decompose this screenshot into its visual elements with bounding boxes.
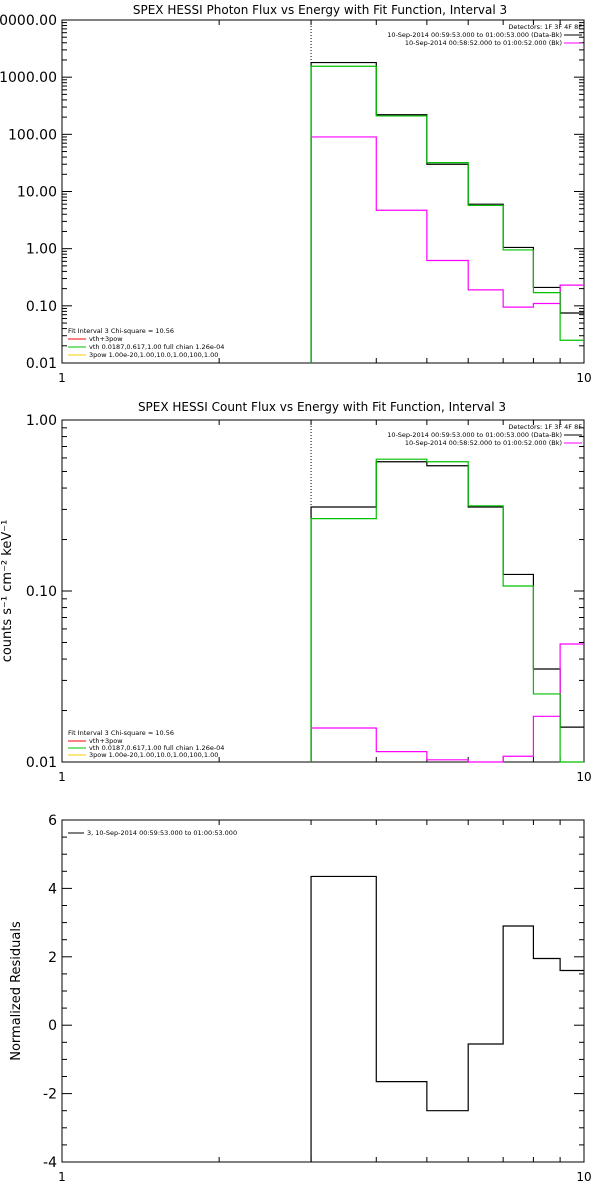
photon-flux-legend-bottom-left: Fit Interval 3 Chi-square = 10.56 vth+3p… — [68, 327, 224, 359]
photon-flux-fit-header: Fit Interval 3 Chi-square = 10.56 — [68, 327, 174, 335]
photon-flux-background-line — [310, 136, 584, 363]
photon-flux-series — [310, 61, 584, 363]
count-flux-background-line — [310, 643, 584, 763]
residuals-x-tick-label: 1 — [58, 1170, 66, 1184]
residuals-y-tick-label: 6 — [48, 813, 57, 829]
photon-flux-legend-entry-label: vth+3pow — [89, 335, 123, 343]
residuals-series — [310, 875, 584, 1162]
count-flux-fit-model-line — [310, 458, 584, 763]
count-flux-detectors-label: Detectors: 1F 3F 4F 8F — [508, 423, 582, 431]
residuals-legend: 3, 10-Sep-2014 00:59:53.000 to 01:00:53.… — [68, 829, 237, 837]
photon-flux-y-tick-label: 10.00 — [17, 185, 57, 201]
count-flux-tick-marks — [61, 419, 585, 763]
residuals-y-tick-labels: -4 -2 0 2 4 6 — [43, 813, 57, 1171]
count-flux-legend-entry-label: 3pow 1.00e-20,1.00,10.0,1.00,100,1.00 — [89, 751, 218, 759]
count-flux-x-tick-label: 10 — [576, 770, 591, 784]
photon-flux-y-tick-label: 0.10 — [26, 299, 57, 315]
count-flux-y-tick-label: 0.10 — [26, 584, 57, 600]
photon-flux-legend-top-right: Detectors: 1F 3F 4F 8F 10-Sep-2014 00:59… — [387, 23, 582, 47]
count-flux-series — [310, 458, 584, 763]
photon-flux-fit-model-line — [310, 65, 584, 363]
count-flux-y-tick-label: 1.00 — [26, 413, 57, 429]
photon-flux-legend-entry-label: 10-Sep-2014 00:58:52.000 to 01:00:52.000… — [405, 39, 562, 47]
photon-flux-title: SPEX HESSI Photon Flux vs Energy with Fi… — [133, 3, 507, 17]
residuals-data-bk-line — [310, 875, 584, 1162]
residuals-y-tick-label: -4 — [43, 1155, 57, 1171]
photon-flux-x-tick-labels: 1 10 — [58, 371, 591, 385]
residuals-tick-marks — [61, 819, 585, 1163]
photon-flux-y-tick-label: 1000.00 — [0, 70, 57, 86]
photon-flux-legend-entry-label: 3pow 1.00e-20,1.00,10.0,1.00,100,1.00 — [89, 351, 218, 359]
photon-flux-data-bk-line — [310, 61, 584, 363]
count-flux-legend-entry-label: 10-Sep-2014 00:58:52.000 to 01:00:52.000… — [405, 439, 562, 447]
photon-flux-y-tick-label: 0.01 — [26, 356, 57, 372]
residuals-x-tick-labels: 1 10 — [58, 1170, 591, 1184]
photon-flux-legend-entry-label: vth 0.0187,0.617,1.00 full chian 1.26e-0… — [89, 343, 224, 351]
count-flux-legend-bottom-left: Fit Interval 3 Chi-square = 10.56 vth+3p… — [68, 729, 224, 759]
count-flux-y-axis-label: counts s⁻¹ cm⁻² keV⁻¹ — [0, 520, 15, 663]
residuals-y-tick-label: 4 — [48, 881, 57, 897]
photon-flux-detectors-label: Detectors: 1F 3F 4F 8F — [508, 23, 582, 31]
count-flux-y-tick-labels: 0.01 0.10 1.00 — [26, 413, 57, 771]
count-flux-legend-entry-label: 10-Sep-2014 00:59:53.000 to 01:00:53.000… — [387, 431, 562, 439]
residuals-y-axis-label: Normalized Residuals — [9, 921, 24, 1061]
count-flux-legend-entry-label: vth 0.0187,0.617,1.00 full chian 1.26e-0… — [89, 744, 224, 752]
photon-flux-plot-frame — [61, 19, 585, 364]
residuals-panel: Normalized Residuals -4 -2 0 2 4 6 1 10 3, 10… — [9, 813, 592, 1184]
photon-flux-y-tick-label: 100.00 — [8, 127, 57, 143]
count-flux-fit-header: Fit Interval 3 Chi-square = 10.56 — [68, 729, 174, 737]
count-flux-plot-frame — [61, 419, 585, 763]
residuals-y-tick-label: -2 — [43, 1087, 57, 1103]
count-flux-legend-entry-label: vth+3pow — [89, 737, 123, 745]
count-flux-legend-top-right: Detectors: 1F 3F 4F 8F 10-Sep-2014 00:59… — [387, 423, 582, 447]
count-flux-x-tick-labels: 1 10 — [58, 770, 591, 784]
photon-flux-y-tick-labels: 0.01 0.10 1.00 10.00 100.00 1000.00 10000.00 — [0, 13, 57, 372]
count-flux-data-bk-line — [310, 461, 584, 762]
residuals-y-tick-label: 2 — [48, 950, 57, 966]
residuals-y-tick-label: 0 — [48, 1018, 57, 1034]
photon-flux-tick-marks — [61, 19, 585, 364]
photon-flux-panel: SPEX HESSI Photon Flux vs Energy with Fi… — [0, 3, 592, 385]
residuals-plot-frame — [61, 819, 585, 1163]
photon-flux-y-tick-label: 1.00 — [26, 242, 57, 258]
photon-flux-legend-entry-label: 10-Sep-2014 00:59:53.000 to 01:00:53.000… — [387, 31, 562, 39]
residuals-x-tick-label: 10 — [576, 1170, 591, 1184]
photon-flux-x-tick-label: 1 — [58, 371, 66, 385]
photon-flux-x-tick-label: 10 — [576, 371, 591, 385]
residuals-legend-entry-label: 3, 10-Sep-2014 00:59:53.000 to 01:00:53.… — [87, 829, 237, 837]
count-flux-title: SPEX HESSI Count Flux vs Energy with Fit… — [138, 400, 506, 414]
count-flux-y-tick-label: 0.01 — [26, 755, 57, 771]
count-flux-x-tick-label: 1 — [58, 770, 66, 784]
count-flux-panel: SPEX HESSI Count Flux vs Energy with Fit… — [0, 400, 592, 784]
photon-flux-y-tick-label: 10000.00 — [0, 13, 57, 29]
